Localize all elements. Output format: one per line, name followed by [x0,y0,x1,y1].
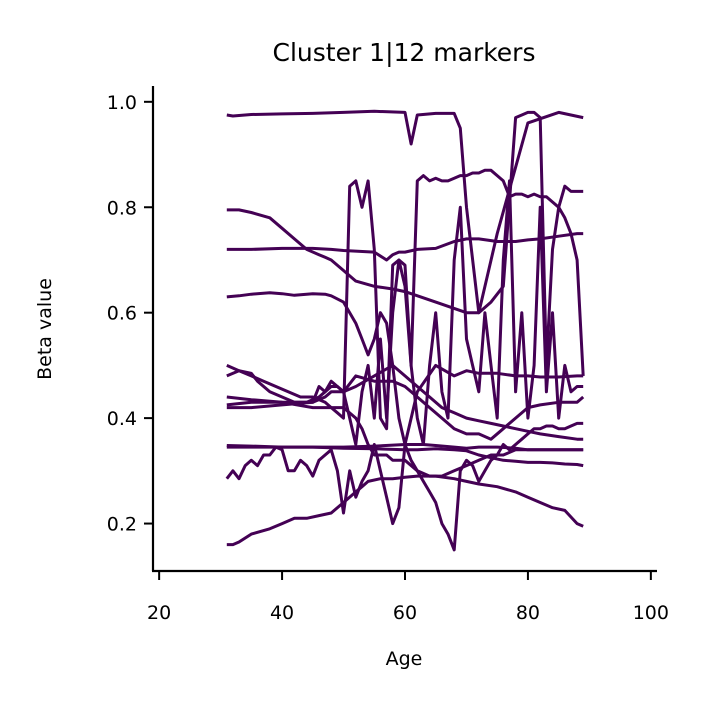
x-tick-label: 40 [270,602,294,624]
series-line-12 [226,445,584,468]
y-axis-ticks: 0.2 0.4 0.6 0.8 1.0 [107,92,153,536]
y-axis-label: Beta value [34,278,56,380]
series-line-3 [226,232,584,262]
y-tick-label: 0.2 [107,514,137,536]
x-axis-ticks: 20 40 60 80 100 [147,571,669,624]
x-axis-label: Age [386,648,423,670]
y-tick-label: 0.4 [107,408,137,430]
x-tick-label: 60 [393,602,417,624]
series-line-1 [226,109,584,315]
series-line-11 [226,363,584,441]
y-tick-label: 0.8 [107,197,137,219]
plot-area [225,109,585,552]
x-tick-label: 100 [633,602,669,624]
series-line-10 [226,474,584,547]
series-line-4 [226,291,584,446]
x-tick-label: 80 [516,602,540,624]
chart-title: Cluster 1|12 markers [273,38,536,67]
x-tick-label: 20 [147,602,171,624]
series-line-13 [226,168,585,431]
y-tick-label: 0.6 [107,303,137,325]
series-line-7 [226,374,585,441]
y-tick-label: 1.0 [107,92,137,114]
